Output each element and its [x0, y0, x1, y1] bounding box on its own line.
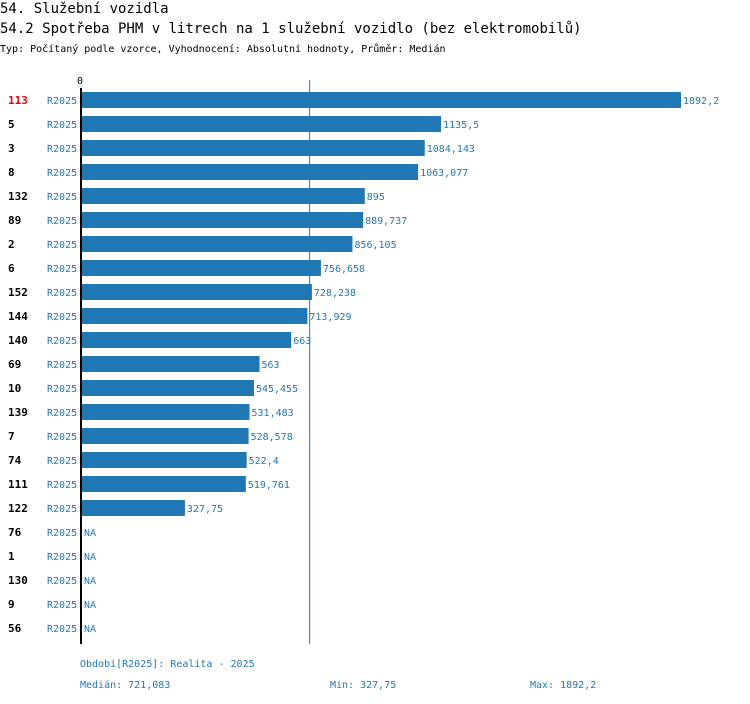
bar: [81, 92, 681, 108]
category-label: 9: [8, 598, 15, 611]
bar: [81, 428, 249, 444]
series-label: R2025: [47, 336, 77, 347]
category-label: 111: [8, 478, 28, 491]
series-label: R2025: [47, 168, 77, 179]
category-label: 7: [8, 430, 15, 443]
footer-period: Období[R2025]: Realita - 2025: [80, 659, 255, 670]
category-label: 140: [8, 334, 28, 347]
footer-median: Medián: 721,083: [80, 680, 171, 691]
bar: [81, 236, 353, 252]
category-label: 139: [8, 406, 28, 419]
bar: [81, 332, 292, 348]
category-label: 6: [8, 262, 15, 275]
series-label: R2025: [47, 624, 77, 635]
category-label: 132: [8, 190, 28, 203]
bar: [81, 188, 365, 204]
value-label: 563: [262, 360, 280, 371]
value-label: 327,75: [187, 504, 223, 515]
value-label: NA: [84, 576, 96, 587]
footer-max: Max: 1892,2: [530, 680, 597, 691]
value-label: 756,658: [323, 264, 365, 275]
bar: [81, 500, 185, 516]
value-label: 1135,5: [443, 120, 479, 131]
series-label: R2025: [47, 120, 77, 131]
bar: [81, 164, 419, 180]
category-label: 1: [8, 550, 15, 563]
page-title: 54. Služební vozidla: [0, 1, 169, 17]
series-label: R2025: [47, 432, 77, 443]
value-label: NA: [84, 552, 96, 563]
value-label: 528,578: [251, 432, 293, 443]
value-label: 728,238: [314, 288, 356, 299]
footer-min: Min: 327,75: [330, 680, 397, 691]
series-label: R2025: [47, 264, 77, 275]
bar: [81, 116, 442, 132]
series-label: R2025: [47, 192, 77, 203]
value-label: NA: [84, 528, 96, 539]
value-label: 856,105: [354, 240, 396, 251]
series-label: R2025: [47, 240, 77, 251]
category-label: 8: [8, 166, 15, 179]
value-label: NA: [84, 600, 96, 611]
category-label: 3: [8, 142, 15, 155]
category-label: 2: [8, 238, 15, 251]
series-label: R2025: [47, 576, 77, 587]
category-label: 69: [8, 358, 21, 371]
category-label: 76: [8, 526, 22, 539]
value-label: 1084,143: [427, 144, 475, 155]
series-label: R2025: [47, 360, 77, 371]
value-label: 895: [367, 192, 385, 203]
x-axis-zero-label: 0: [77, 76, 83, 87]
bar: [81, 140, 425, 156]
chart-subtitle: 54.2 Spotřeba PHM v litrech na 1 služebn…: [0, 21, 582, 37]
series-label: R2025: [47, 384, 77, 395]
chart-info: Typ: Počítaný podle vzorce, Vyhodnocení:…: [0, 44, 446, 55]
category-label: 10: [8, 382, 21, 395]
series-label: R2025: [47, 552, 77, 563]
value-label: NA: [84, 624, 96, 635]
category-label: 89: [8, 214, 21, 227]
category-label: 113: [8, 94, 28, 107]
value-label: 531,483: [252, 408, 294, 419]
bar: [81, 380, 254, 396]
category-label: 74: [8, 454, 22, 467]
series-label: R2025: [47, 528, 77, 539]
value-label: 1892,2: [683, 96, 719, 107]
bar: [81, 452, 247, 468]
bar: [81, 212, 364, 228]
series-label: R2025: [47, 144, 77, 155]
category-label: 144: [8, 310, 28, 323]
bar: [81, 308, 308, 324]
series-label: R2025: [47, 216, 77, 227]
value-label: 545,455: [256, 384, 298, 395]
series-label: R2025: [47, 480, 77, 491]
category-label: 152: [8, 286, 28, 299]
value-label: 1063,077: [420, 168, 468, 179]
series-label: R2025: [47, 312, 77, 323]
bar: [81, 404, 250, 420]
series-label: R2025: [47, 600, 77, 611]
series-label: R2025: [47, 456, 77, 467]
bar: [81, 476, 246, 492]
category-label: 5: [8, 118, 15, 131]
bar: [81, 356, 260, 372]
value-label: 889,737: [365, 216, 407, 227]
series-label: R2025: [47, 288, 77, 299]
value-label: 522,4: [249, 456, 279, 467]
series-label: R2025: [47, 504, 77, 515]
bar: [81, 260, 321, 276]
value-label: 713,929: [309, 312, 351, 323]
category-label: 122: [8, 502, 28, 515]
value-label: 663: [293, 336, 311, 347]
series-label: R2025: [47, 96, 77, 107]
value-label: 519,761: [248, 480, 290, 491]
category-label: 130: [8, 574, 28, 587]
category-label: 56: [8, 622, 22, 635]
bar: [81, 284, 312, 300]
series-label: R2025: [47, 408, 77, 419]
